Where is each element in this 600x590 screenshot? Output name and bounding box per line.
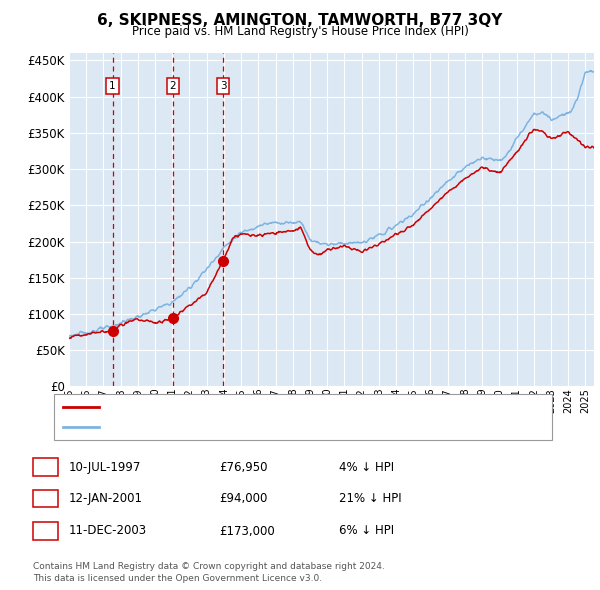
Text: 3: 3 bbox=[220, 81, 226, 91]
Text: 2: 2 bbox=[42, 492, 49, 505]
Text: This data is licensed under the Open Government Licence v3.0.: This data is licensed under the Open Gov… bbox=[33, 574, 322, 583]
Text: 21% ↓ HPI: 21% ↓ HPI bbox=[339, 492, 401, 505]
Text: 4% ↓ HPI: 4% ↓ HPI bbox=[339, 461, 394, 474]
Text: 1: 1 bbox=[109, 81, 116, 91]
Text: 1: 1 bbox=[42, 461, 49, 474]
Text: Contains HM Land Registry data © Crown copyright and database right 2024.: Contains HM Land Registry data © Crown c… bbox=[33, 562, 385, 571]
Text: 6, SKIPNESS, AMINGTON, TAMWORTH, B77 3QY (detached house): 6, SKIPNESS, AMINGTON, TAMWORTH, B77 3QY… bbox=[105, 402, 431, 412]
Text: 6, SKIPNESS, AMINGTON, TAMWORTH, B77 3QY: 6, SKIPNESS, AMINGTON, TAMWORTH, B77 3QY bbox=[97, 13, 503, 28]
Text: 6% ↓ HPI: 6% ↓ HPI bbox=[339, 525, 394, 537]
Text: 2: 2 bbox=[170, 81, 176, 91]
Text: £76,950: £76,950 bbox=[219, 461, 268, 474]
Text: £173,000: £173,000 bbox=[219, 525, 275, 537]
Text: 10-JUL-1997: 10-JUL-1997 bbox=[69, 461, 142, 474]
Text: Price paid vs. HM Land Registry's House Price Index (HPI): Price paid vs. HM Land Registry's House … bbox=[131, 25, 469, 38]
Text: 3: 3 bbox=[42, 525, 49, 537]
Text: 12-JAN-2001: 12-JAN-2001 bbox=[69, 492, 143, 505]
Text: 11-DEC-2003: 11-DEC-2003 bbox=[69, 525, 147, 537]
Text: £94,000: £94,000 bbox=[219, 492, 268, 505]
Text: HPI: Average price, detached house, Tamworth: HPI: Average price, detached house, Tamw… bbox=[105, 422, 338, 432]
